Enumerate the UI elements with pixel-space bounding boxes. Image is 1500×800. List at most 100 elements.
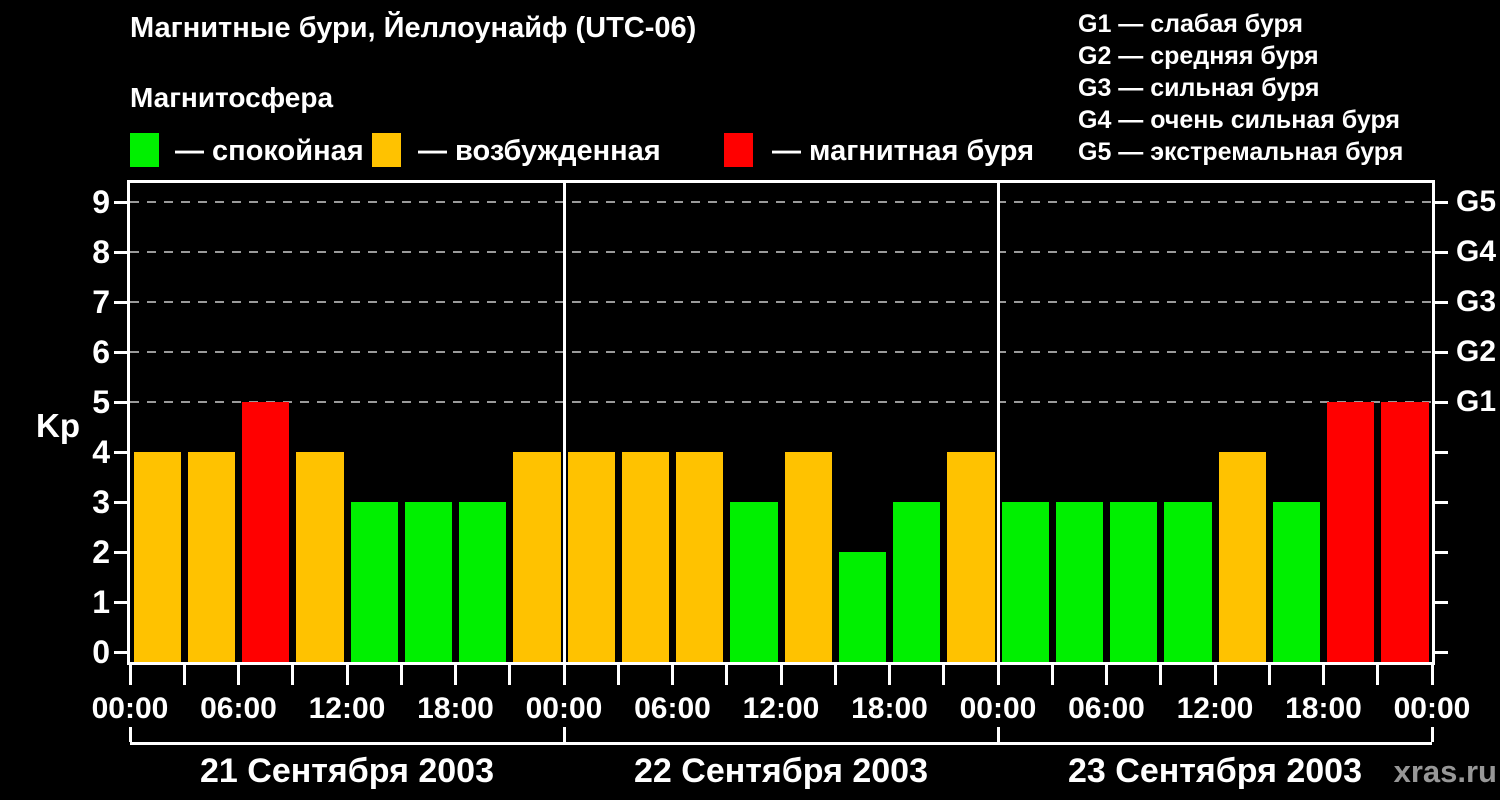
kp-bar bbox=[1164, 502, 1212, 662]
x-axis-tick bbox=[237, 665, 240, 685]
date-label: 21 Сентября 2003 bbox=[200, 752, 494, 790]
right-axis-tick bbox=[1435, 250, 1448, 254]
x-axis-tick bbox=[888, 665, 891, 685]
storm-scale-item: G2 — средняя буря bbox=[1078, 42, 1319, 70]
watermark: xras.ru bbox=[1393, 754, 1497, 789]
y-tick-label: 7 bbox=[92, 284, 110, 320]
quiet-color-swatch bbox=[130, 133, 159, 167]
y-tick-label: 2 bbox=[92, 534, 110, 570]
gridline-kp9 bbox=[130, 201, 1432, 203]
time-label: 00:00 bbox=[91, 692, 169, 725]
kp-bar bbox=[350, 502, 398, 662]
magnetosphere-legend-title: Магнитосфера bbox=[130, 82, 334, 113]
time-label: 06:00 bbox=[1068, 692, 1145, 725]
right-axis-tick bbox=[1435, 200, 1448, 204]
y-tick-label: 3 bbox=[92, 484, 110, 520]
y-tick-label: 5 bbox=[92, 384, 110, 420]
time-label: 00:00 bbox=[959, 692, 1037, 725]
day-bracket-tick bbox=[996, 727, 1000, 742]
gridline-kp7 bbox=[130, 301, 1432, 303]
y-tick-label: 6 bbox=[92, 334, 110, 370]
time-label: 00:00 bbox=[525, 692, 603, 725]
day-separator bbox=[562, 183, 566, 662]
x-axis-tick bbox=[182, 665, 186, 685]
x-axis-tick bbox=[833, 665, 837, 685]
excited-color-swatch bbox=[372, 133, 401, 167]
right-axis-tick bbox=[1435, 650, 1448, 654]
kp-bar bbox=[242, 402, 290, 662]
x-axis-tick bbox=[671, 665, 674, 685]
y-tick-label: 8 bbox=[92, 234, 110, 270]
day-axis-line bbox=[130, 742, 1432, 745]
kp-bar bbox=[567, 452, 615, 662]
x-axis-tick bbox=[725, 665, 729, 685]
time-label: 18:00 bbox=[1285, 692, 1362, 725]
kp-bar bbox=[187, 452, 235, 662]
kp-bar bbox=[1327, 402, 1375, 662]
kp-bar bbox=[513, 452, 561, 662]
g-scale-label: G2 bbox=[1456, 335, 1497, 368]
x-axis-tick bbox=[1322, 665, 1325, 685]
time-label: 18:00 bbox=[417, 692, 494, 725]
time-label: 12:00 bbox=[1176, 692, 1254, 725]
g-scale-label: G3 bbox=[1456, 285, 1497, 318]
x-axis-tick bbox=[1376, 665, 1380, 685]
day-bracket-tick bbox=[1430, 727, 1434, 742]
right-axis-tick bbox=[1435, 400, 1448, 404]
g-scale-label: G5 bbox=[1456, 185, 1497, 218]
x-axis-tick bbox=[1050, 665, 1054, 685]
storm-color-swatch bbox=[724, 133, 753, 167]
y-tick-label: 4 bbox=[92, 434, 110, 470]
storm-scale-item: G5 — экстремальная буря bbox=[1078, 138, 1404, 166]
y-axis-tick bbox=[114, 300, 127, 304]
x-axis-tick bbox=[128, 665, 132, 685]
y-axis-tick bbox=[114, 650, 127, 654]
x-axis-tick bbox=[1267, 665, 1271, 685]
storm-scale-item: G1 — слабая буря bbox=[1078, 10, 1304, 38]
kp-bar bbox=[1001, 502, 1049, 662]
page-title: Магнитные бури, Йеллоунайф (UTC-06) bbox=[130, 12, 697, 44]
y-axis-tick bbox=[114, 600, 127, 604]
kp-bar bbox=[676, 452, 724, 662]
gridline-kp8 bbox=[130, 251, 1432, 253]
kp-bar bbox=[1272, 502, 1320, 662]
legend-label-quiet: — спокойная bbox=[175, 135, 364, 167]
kp-bar bbox=[893, 502, 941, 662]
storm-scale-legend: G1 — слабая буря G2 — средняя буря G3 — си… bbox=[1078, 8, 1403, 168]
kp-bar bbox=[784, 452, 832, 662]
y-axis-tick bbox=[114, 200, 127, 204]
kp-bar bbox=[838, 552, 886, 662]
x-axis-tick bbox=[291, 665, 295, 685]
x-axis-tick bbox=[1159, 665, 1163, 685]
storm-scale-item: G4 — очень сильная буря bbox=[1078, 106, 1400, 134]
y-axis-tick bbox=[114, 500, 127, 504]
right-axis-tick bbox=[1435, 600, 1448, 604]
gridline-kp6 bbox=[130, 351, 1432, 353]
y-axis-tick bbox=[114, 450, 127, 454]
y-tick-label: 0 bbox=[92, 634, 110, 670]
time-label: 00:00 bbox=[1393, 692, 1471, 725]
y-axis-title: Kp bbox=[36, 407, 80, 444]
kp-bar bbox=[404, 502, 452, 662]
x-axis-tick bbox=[1105, 665, 1108, 685]
time-label: 06:00 bbox=[634, 692, 711, 725]
x-axis-tick bbox=[454, 665, 457, 685]
day-bracket-tick bbox=[128, 727, 132, 742]
g-scale-label: G1 bbox=[1456, 385, 1497, 418]
gridline-kp5 bbox=[130, 401, 1432, 403]
x-axis-tick bbox=[1430, 665, 1434, 685]
kp-bar bbox=[1110, 502, 1158, 662]
right-axis-tick bbox=[1435, 550, 1448, 554]
x-axis-tick bbox=[996, 665, 1000, 685]
kp-bar bbox=[730, 502, 778, 662]
y-tick-label: 9 bbox=[92, 184, 110, 220]
kp-bar bbox=[1381, 402, 1429, 662]
legend-label-storm: — магнитная буря bbox=[772, 135, 1035, 167]
x-axis-tick bbox=[616, 665, 620, 685]
kp-bar bbox=[1218, 452, 1266, 662]
plot-area bbox=[130, 183, 1432, 662]
storm-scale-item: G3 — сильная буря bbox=[1078, 74, 1320, 102]
right-axis-tick bbox=[1435, 500, 1448, 504]
x-axis-tick bbox=[508, 665, 512, 685]
